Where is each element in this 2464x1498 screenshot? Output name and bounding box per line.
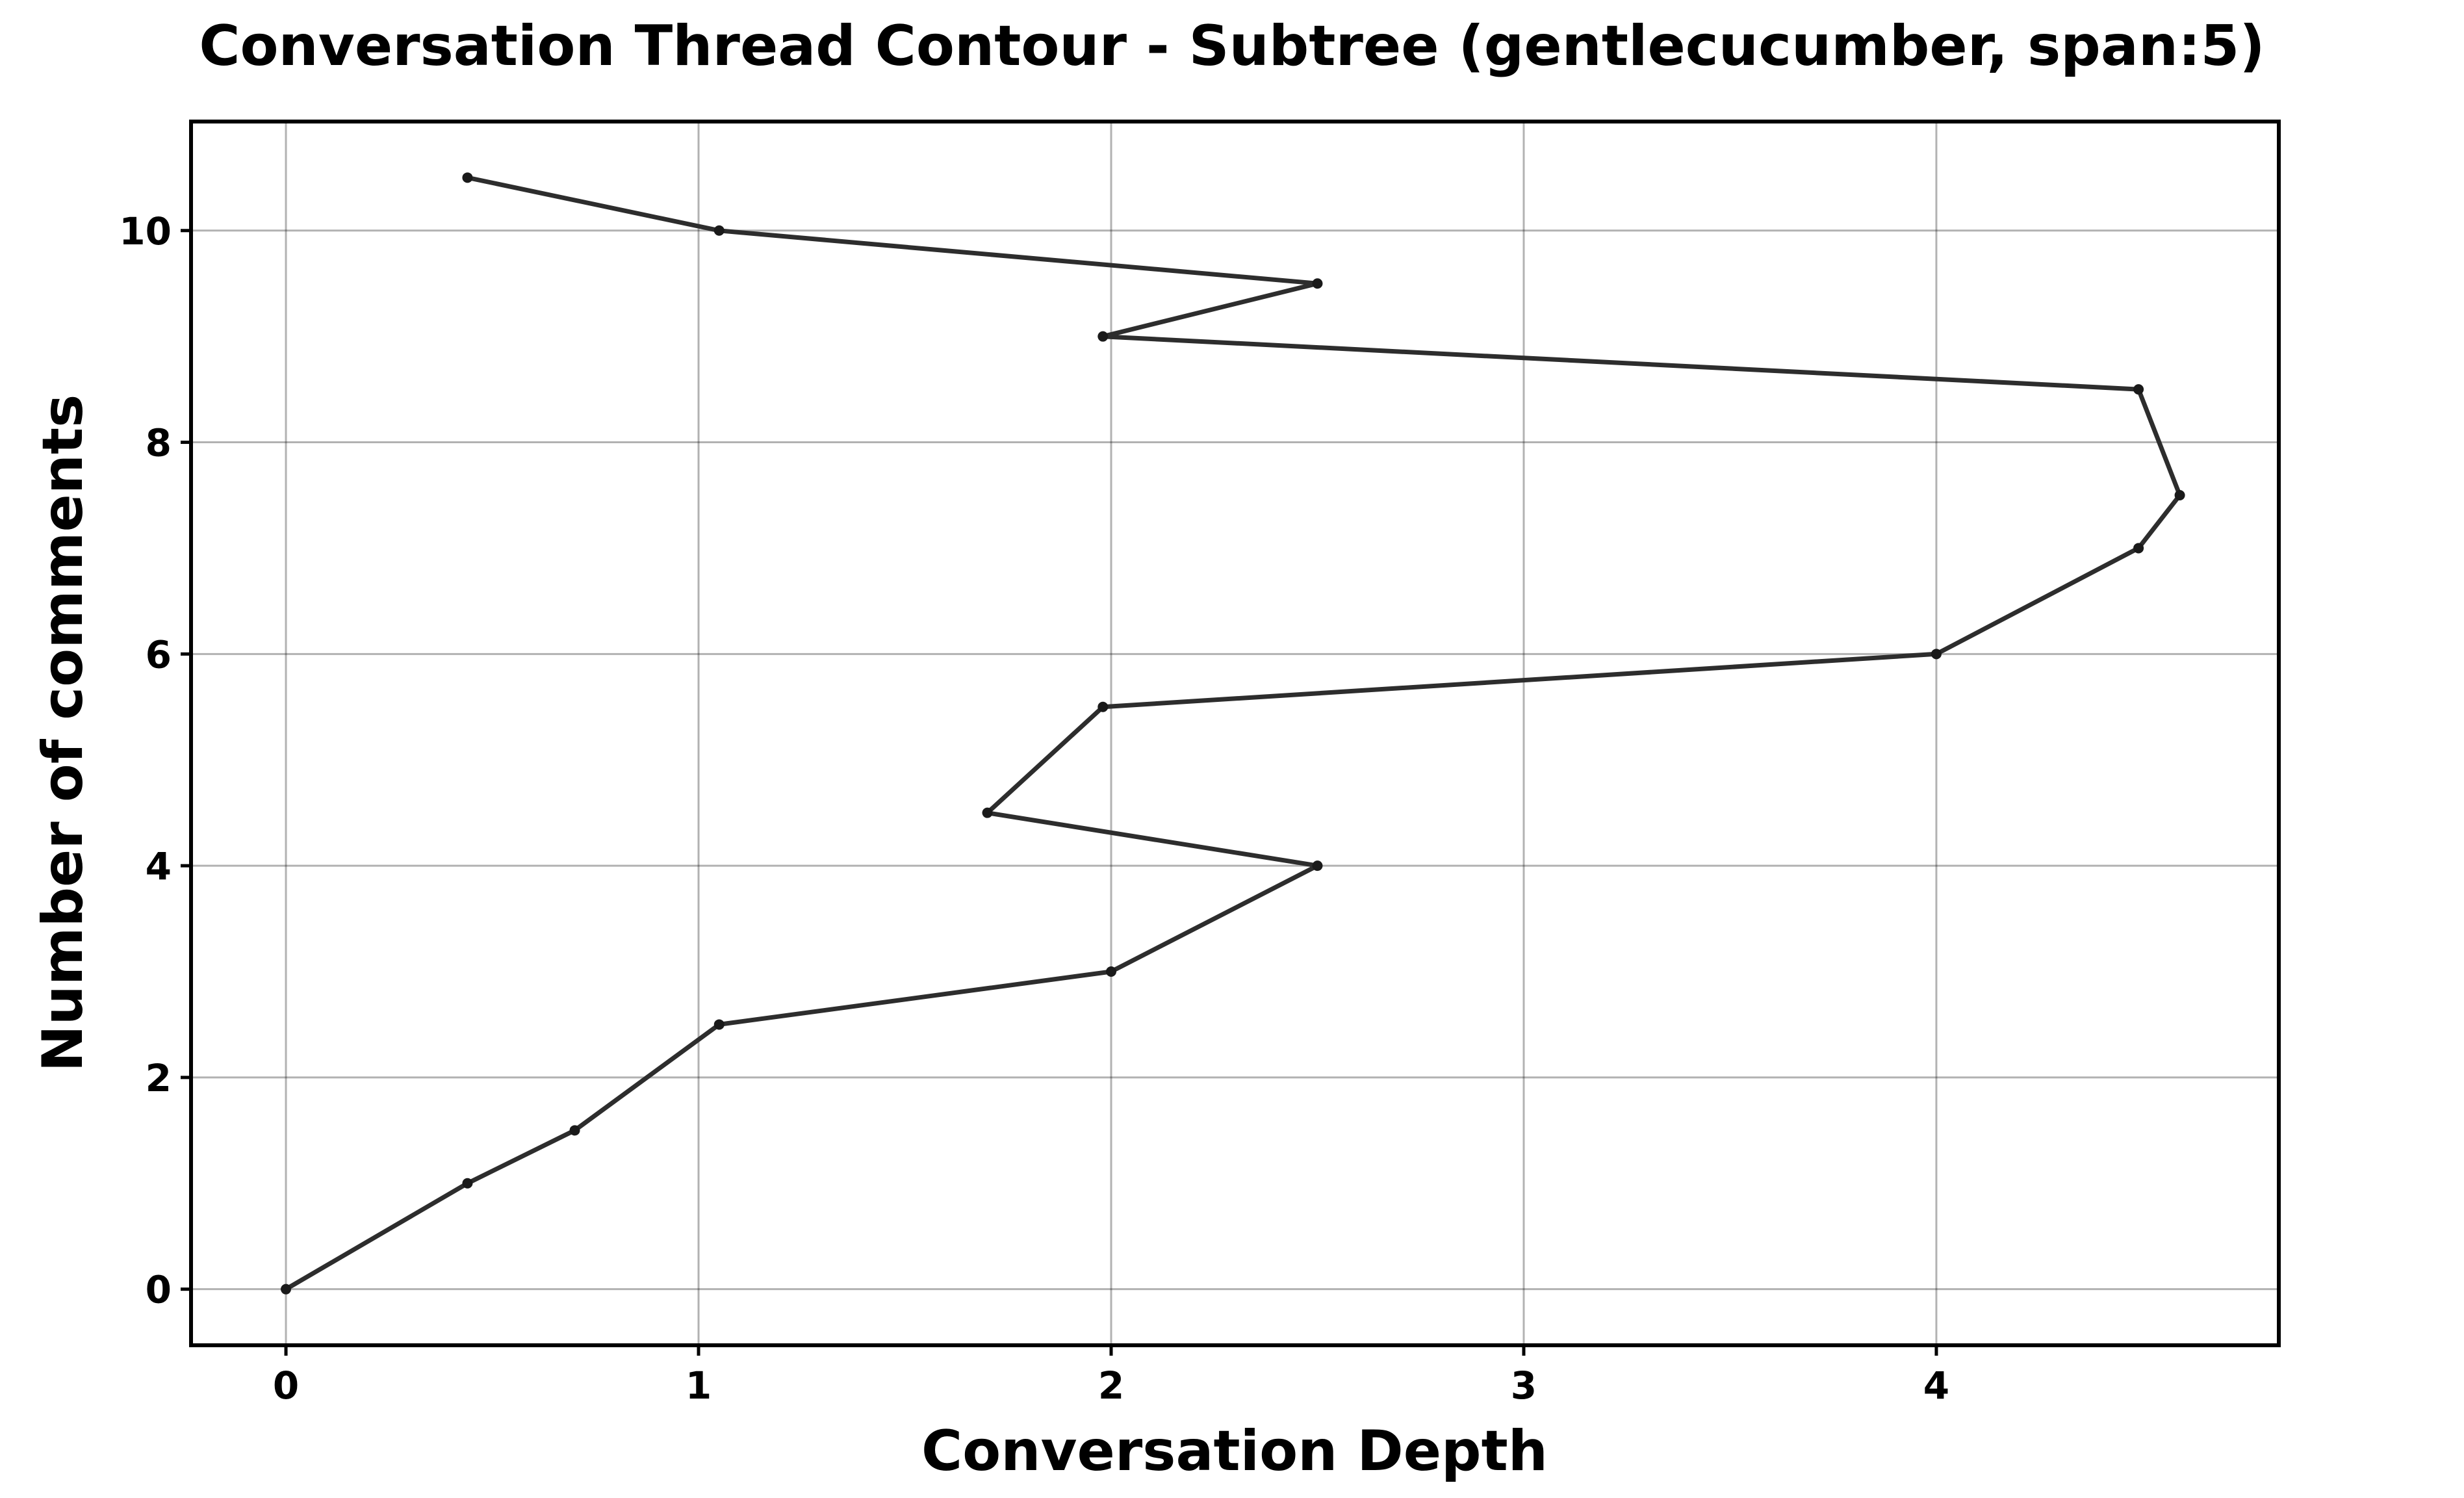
data-point (1097, 701, 1109, 712)
data-point (2133, 384, 2144, 395)
data-point (713, 1019, 725, 1030)
data-point (1312, 860, 1323, 872)
y-tick-label: 10 (119, 209, 172, 253)
series-layer (281, 172, 2185, 1295)
x-axis-ticks: 0 1 2 3 4 (273, 1345, 1949, 1408)
data-point (1931, 649, 1942, 660)
y-tick-label: 6 (146, 632, 172, 677)
y-tick-label: 0 (146, 1268, 172, 1312)
data-point (1312, 278, 1323, 289)
plot-frame (189, 120, 2281, 1347)
data-point (2174, 489, 2185, 500)
y-tick-label: 8 (146, 421, 172, 465)
y-tick-label: 2 (146, 1056, 172, 1100)
y-tick-label: 4 (146, 844, 172, 888)
data-point (982, 807, 993, 818)
data-point (569, 1125, 580, 1136)
data-point (462, 172, 473, 183)
x-tick-label: 2 (1098, 1363, 1124, 1408)
data-point (1097, 331, 1109, 342)
x-tick-label: 4 (1923, 1363, 1949, 1408)
x-tick-label: 0 (273, 1363, 299, 1408)
y-axis-label: Number of comments (31, 394, 96, 1072)
data-point (2133, 543, 2144, 554)
data-point (462, 1178, 473, 1189)
x-tick-label: 1 (686, 1363, 712, 1408)
x-axis-label: Conversation Depth (921, 1419, 1548, 1484)
data-point (1106, 966, 1117, 977)
series-line (285, 175, 2183, 1291)
x-tick-label: 3 (1511, 1363, 1537, 1408)
data-point (281, 1284, 292, 1295)
data-point (713, 225, 725, 236)
chart-title: Conversation Thread Contour - Subtree (g… (199, 14, 2265, 79)
y-axis-ticks: 0 2 4 6 8 10 (119, 209, 191, 1312)
